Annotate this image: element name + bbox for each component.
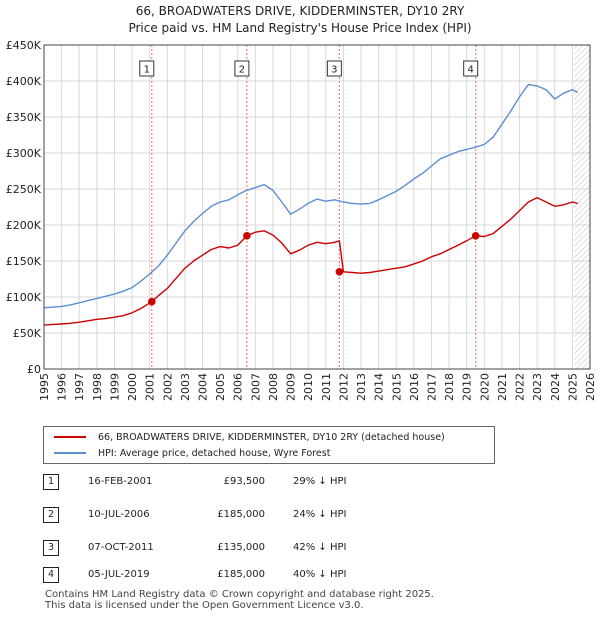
legend-item-property: 66, BROADWATERS DRIVE, KIDDERMINSTER, DY… xyxy=(54,430,445,444)
legend-label-property: 66, BROADWATERS DRIVE, KIDDERMINSTER, DY… xyxy=(98,431,445,443)
sale-marker-label: 2 xyxy=(239,65,245,76)
plot-area xyxy=(44,45,590,369)
footer-copyright: Contains HM Land Registry data © Crown c… xyxy=(45,589,434,600)
y-tick-label: £250K xyxy=(6,183,42,196)
chart-subtitle: Price paid vs. HM Land Registry's House … xyxy=(128,21,472,35)
sale-date: 16-FEB-2001 xyxy=(88,476,153,487)
sale-date: 10-JUL-2006 xyxy=(88,509,150,520)
footer: Contains HM Land Registry data © Crown c… xyxy=(45,589,434,611)
x-tick-label: 2012 xyxy=(337,373,350,401)
x-tick-label: 1995 xyxy=(38,373,51,401)
legend-swatch-property xyxy=(54,436,86,438)
sale-hpi-diff: 29% ↓ HPI xyxy=(293,476,347,487)
sale-marker-box xyxy=(463,60,479,77)
x-tick-label: 2008 xyxy=(267,373,280,401)
hpi-line xyxy=(43,83,579,309)
sale-point xyxy=(147,297,156,306)
x-tick-label: 2022 xyxy=(514,373,527,401)
y-tick-label: £150K xyxy=(6,255,42,268)
sale-marker-label: 3 xyxy=(331,65,337,76)
x-tick-label: 2018 xyxy=(443,373,456,401)
y-tick-label: £400K xyxy=(6,75,42,88)
table-row: 4 05-JUL-2019 £185,000 40% ↓ HPI xyxy=(43,567,463,583)
legend-label-hpi: HPI: Average price, detached house, Wyre… xyxy=(98,447,331,459)
x-tick-label: 2005 xyxy=(214,373,227,401)
sale-date: 07-OCT-2011 xyxy=(88,542,154,553)
footer-licence: This data is licensed under the Open Gov… xyxy=(45,600,364,611)
x-tick-label: 2001 xyxy=(144,373,157,401)
y-tick-label: £100K xyxy=(6,291,42,304)
legend-swatch-hpi xyxy=(54,452,86,454)
x-tick-label: 1997 xyxy=(73,373,86,401)
sale-marker-box xyxy=(234,60,250,77)
x-tick-label: 2006 xyxy=(232,373,245,401)
y-tick-label: £200K xyxy=(6,219,42,232)
sale-hpi-diff: 42% ↓ HPI xyxy=(293,542,347,553)
sale-marker-label: 4 xyxy=(468,65,474,76)
legend: 66, BROADWATERS DRIVE, KIDDERMINSTER, DY… xyxy=(43,426,495,464)
x-tick-label: 2016 xyxy=(408,373,421,401)
x-tick-label: 2015 xyxy=(390,373,403,401)
x-tick-label: 1999 xyxy=(108,373,121,401)
sale-number-badge: 3 xyxy=(43,540,59,556)
plot-border xyxy=(43,44,591,370)
sale-point xyxy=(335,268,344,276)
sale-price: £185,000 xyxy=(217,509,265,520)
y-tick-label: £50K xyxy=(13,327,42,340)
sale-number-badge: 1 xyxy=(43,474,59,490)
x-tick-label: 2026 xyxy=(584,373,597,401)
sale-price: £93,500 xyxy=(223,476,265,487)
sale-hpi-diff: 24% ↓ HPI xyxy=(293,509,347,520)
property-price-line xyxy=(43,196,578,326)
y-tick-label: £450K xyxy=(6,39,42,52)
sale-point xyxy=(243,232,251,240)
table-row: 3 07-OCT-2011 £135,000 42% ↓ HPI xyxy=(43,540,463,556)
x-tick-label: 2003 xyxy=(179,373,192,401)
sale-price: £185,000 xyxy=(217,569,265,580)
x-tick-label: 2023 xyxy=(531,373,544,401)
x-tick-label: 2007 xyxy=(249,373,262,401)
x-tick-label: 2009 xyxy=(285,373,298,401)
y-tick-label: £300K xyxy=(6,147,42,160)
forecast-hatch xyxy=(574,45,590,369)
x-tick-label: 1998 xyxy=(91,373,104,401)
sale-number-badge: 2 xyxy=(43,507,59,523)
sale-date: 05-JUL-2019 xyxy=(88,569,150,580)
sale-marker-label: 1 xyxy=(144,65,150,76)
x-tick-label: 2004 xyxy=(197,373,210,401)
sale-price: £135,000 xyxy=(217,542,265,553)
legend-item-hpi: HPI: Average price, detached house, Wyre… xyxy=(54,446,330,460)
sale-number-badge: 4 xyxy=(43,567,59,583)
y-tick-label: £0 xyxy=(27,363,41,376)
x-tick-label: 2014 xyxy=(373,373,386,401)
x-tick-label: 2020 xyxy=(478,373,491,401)
x-tick-label: 1996 xyxy=(56,373,69,401)
x-tick-label: 2000 xyxy=(126,373,139,401)
sale-point xyxy=(471,232,480,240)
y-tick-label: £350K xyxy=(6,111,42,124)
price-chart: £0 £50K £100K £150K £200K £250K £300K £350K £400… xyxy=(6,39,597,401)
sale-marker-box xyxy=(139,60,155,77)
chart-title: 66, BROADWATERS DRIVE, KIDDERMINSTER, DY… xyxy=(135,4,465,18)
x-tick-label: 2010 xyxy=(302,373,315,401)
x-tick-label: 2021 xyxy=(496,373,509,401)
x-tick-label: 2013 xyxy=(355,373,368,401)
x-tick-label: 2002 xyxy=(161,373,174,401)
x-tick-label: 2025 xyxy=(566,373,579,401)
sale-marker-box xyxy=(326,60,342,77)
table-row: 2 10-JUL-2006 £185,000 24% ↓ HPI xyxy=(43,507,463,523)
x-tick-label: 2019 xyxy=(461,373,474,401)
sale-hpi-diff: 40% ↓ HPI xyxy=(293,569,347,580)
x-tick-label: 2017 xyxy=(425,373,438,401)
x-tick-label: 2011 xyxy=(320,373,333,401)
table-row: 1 16-FEB-2001 £93,500 29% ↓ HPI xyxy=(43,474,463,490)
x-tick-label: 2024 xyxy=(549,373,562,401)
